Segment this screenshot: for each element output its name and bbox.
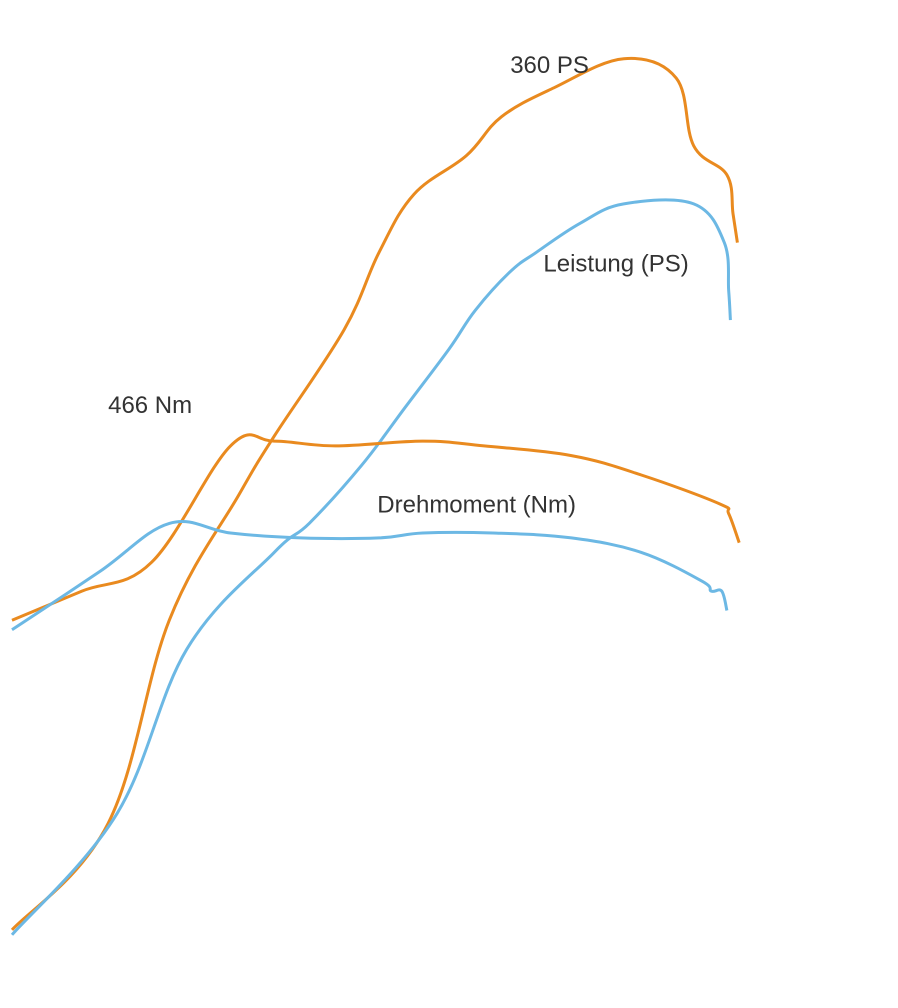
series-layer xyxy=(10,56,741,936)
series-line-torque-stock xyxy=(11,519,729,632)
annotation-label: Drehmoment (Nm) xyxy=(377,492,576,519)
annotation-label: 466 Nm xyxy=(108,392,192,419)
annotation-label: 360 PS xyxy=(510,52,589,79)
annotation-label: Leistung (PS) xyxy=(543,251,688,278)
label-layer: 360 PS Leistung (PS) 466 Nm Drehmoment (Nm) xyxy=(108,52,689,519)
series-line-torque-tuned xyxy=(11,433,741,622)
series-line-power-tuned xyxy=(10,56,739,931)
series-line-power-stock xyxy=(10,198,732,936)
